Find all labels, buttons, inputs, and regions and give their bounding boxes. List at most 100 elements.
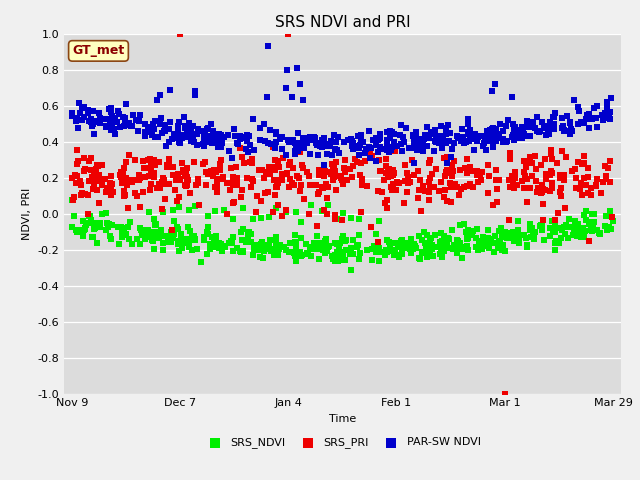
SRS_NDVI <box>147 236 157 244</box>
SRS_NDVI <box>573 230 584 238</box>
SRS_PRI <box>407 156 417 164</box>
SRS_NDVI <box>202 228 212 236</box>
SRS_PRI <box>91 165 101 172</box>
PAR-SW NDVI <box>412 146 422 154</box>
SRS_PRI <box>225 165 236 172</box>
SRS_PRI <box>92 186 102 193</box>
PAR-SW NDVI <box>376 145 387 153</box>
PAR-SW NDVI <box>407 144 417 152</box>
SRS_PRI <box>252 192 262 200</box>
SRS_PRI <box>265 170 275 178</box>
PAR-SW NDVI <box>528 122 538 130</box>
PAR-SW NDVI <box>124 119 134 127</box>
SRS_PRI <box>381 163 391 170</box>
PAR-SW NDVI <box>348 144 358 152</box>
SRS_NDVI <box>301 240 311 247</box>
PAR-SW NDVI <box>209 135 220 143</box>
SRS_NDVI <box>204 230 214 238</box>
SRS_NDVI <box>291 244 301 252</box>
PAR-SW NDVI <box>242 137 252 145</box>
SRS_PRI <box>269 177 279 184</box>
PAR-SW NDVI <box>95 114 105 122</box>
SRS_PRI <box>442 197 452 205</box>
SRS_NDVI <box>83 219 93 227</box>
SRS_NDVI <box>218 243 228 251</box>
PAR-SW NDVI <box>452 132 463 140</box>
SRS_PRI <box>255 197 266 204</box>
SRS_PRI <box>505 149 515 157</box>
PAR-SW NDVI <box>559 127 569 135</box>
PAR-SW NDVI <box>191 131 202 138</box>
SRS_NDVI <box>374 244 385 252</box>
PAR-SW NDVI <box>373 148 383 156</box>
PAR-SW NDVI <box>147 126 157 133</box>
SRS_PRI <box>429 183 440 191</box>
PAR-SW NDVI <box>436 143 447 150</box>
PAR-SW NDVI <box>362 145 372 153</box>
PAR-SW NDVI <box>213 138 223 146</box>
SRS_PRI <box>84 157 94 165</box>
SRS_PRI <box>549 216 559 224</box>
SRS_NDVI <box>403 240 413 248</box>
SRS_NDVI <box>190 235 200 242</box>
PAR-SW NDVI <box>290 150 300 158</box>
PAR-SW NDVI <box>230 132 240 140</box>
PAR-SW NDVI <box>557 122 568 130</box>
PAR-SW NDVI <box>591 102 602 109</box>
SRS_NDVI <box>204 223 214 231</box>
PAR-SW NDVI <box>605 108 615 116</box>
SRS_PRI <box>559 204 570 212</box>
Title: SRS NDVI and PRI: SRS NDVI and PRI <box>275 15 410 30</box>
SRS_PRI <box>283 30 293 37</box>
PAR-SW NDVI <box>422 123 432 131</box>
SRS_NDVI <box>216 240 226 248</box>
PAR-SW NDVI <box>549 120 559 128</box>
SRS_NDVI <box>114 240 124 248</box>
SRS_NDVI <box>273 249 284 256</box>
SRS_PRI <box>412 194 422 202</box>
SRS_PRI <box>598 178 609 186</box>
SRS_PRI <box>329 173 339 180</box>
SRS_PRI <box>177 159 187 167</box>
SRS_PRI <box>138 157 148 165</box>
SRS_PRI <box>270 191 280 199</box>
PAR-SW NDVI <box>557 123 568 131</box>
PAR-SW NDVI <box>548 114 559 121</box>
SRS_NDVI <box>529 235 540 242</box>
SRS_NDVI <box>211 233 221 240</box>
SRS_PRI <box>356 159 366 167</box>
PAR-SW NDVI <box>286 137 296 145</box>
SRS_NDVI <box>241 238 252 246</box>
SRS_NDVI <box>449 241 459 249</box>
SRS_PRI <box>121 174 131 182</box>
PAR-SW NDVI <box>502 137 512 144</box>
SRS_NDVI <box>428 252 438 260</box>
SRS_NDVI <box>77 230 88 238</box>
PAR-SW NDVI <box>169 131 179 138</box>
SRS_NDVI <box>303 250 313 258</box>
PAR-SW NDVI <box>573 108 584 115</box>
SRS_NDVI <box>344 251 355 258</box>
SRS_PRI <box>178 168 188 176</box>
SRS_NDVI <box>457 243 467 251</box>
SRS_PRI <box>182 173 192 181</box>
PAR-SW NDVI <box>490 80 500 88</box>
PAR-SW NDVI <box>532 113 542 120</box>
SRS_NDVI <box>87 233 97 240</box>
SRS_PRI <box>168 163 178 171</box>
SRS_NDVI <box>351 243 362 251</box>
SRS_NDVI <box>296 252 306 260</box>
PAR-SW NDVI <box>104 106 114 113</box>
SRS_PRI <box>373 187 383 195</box>
SRS_PRI <box>519 157 529 165</box>
PAR-SW NDVI <box>573 103 583 110</box>
SRS_NDVI <box>497 232 507 240</box>
SRS_NDVI <box>271 239 281 246</box>
SRS_NDVI <box>279 243 289 251</box>
SRS_PRI <box>340 156 350 163</box>
SRS_PRI <box>381 155 391 162</box>
PAR-SW NDVI <box>204 134 214 142</box>
SRS_PRI <box>237 186 247 194</box>
SRS_NDVI <box>148 238 158 245</box>
SRS_NDVI <box>560 230 570 238</box>
